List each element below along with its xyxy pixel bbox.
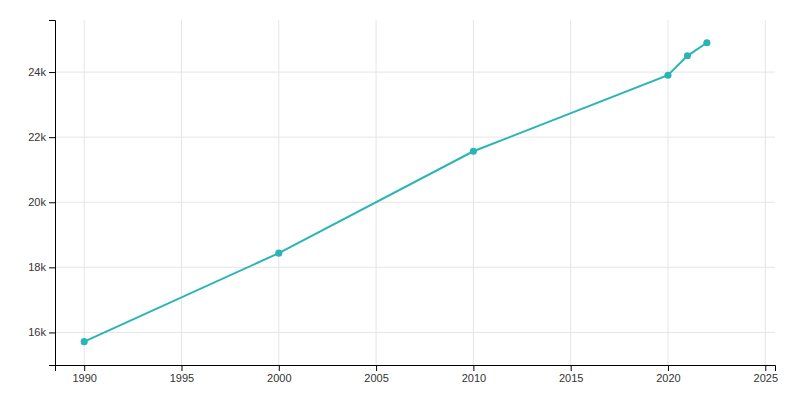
point [664, 72, 671, 79]
tick-label: 2005 [364, 372, 388, 384]
tick-label: 16k [28, 326, 46, 338]
tick: 22k [28, 131, 55, 143]
line [84, 43, 707, 342]
tick-mark [279, 365, 280, 371]
tick: 16k [28, 326, 55, 338]
tick: 2010 [462, 365, 486, 384]
tick-mark [181, 365, 182, 371]
tick: 2025 [754, 365, 778, 384]
tick-label: 1990 [72, 372, 96, 384]
tick-mark [376, 365, 377, 371]
tick-mark [668, 365, 669, 371]
grid [55, 20, 775, 365]
tick-label: 2020 [656, 372, 680, 384]
tick-label: 22k [28, 131, 46, 143]
tick-mark [49, 202, 55, 203]
tick-label: 2025 [754, 372, 778, 384]
tick: 20k [28, 196, 55, 208]
tick-mark [571, 365, 572, 371]
tick-label: 1995 [170, 372, 194, 384]
series [81, 39, 711, 345]
tick-mark [765, 365, 766, 371]
tick-mark [84, 365, 85, 371]
tick: 18k [28, 261, 55, 273]
tick-label: 18k [28, 261, 46, 273]
tick-mark [49, 332, 55, 333]
y-axis: 16k 18k 20k 22k 24k [28, 21, 55, 366]
tick-label: 2000 [267, 372, 291, 384]
grid-line [55, 267, 775, 268]
tick-label: 2015 [559, 372, 583, 384]
tick: 1990 [72, 365, 96, 384]
point [703, 39, 710, 46]
grid-line [55, 137, 775, 138]
tick-mark [49, 137, 55, 138]
tick-label: 24k [28, 66, 46, 78]
tick-mark [49, 267, 55, 268]
tick-mark [49, 72, 55, 73]
tick: 1995 [170, 365, 194, 384]
tick-mark [473, 365, 474, 371]
grid-line [55, 202, 775, 203]
grid-line [55, 332, 775, 333]
tick: 2015 [559, 365, 583, 384]
point [684, 52, 691, 59]
tick: 2020 [656, 365, 680, 384]
tick-label: 20k [28, 196, 46, 208]
plot: 1990 1995 2000 2005 2010 2015 2020 2025 16k 18k 20… [28, 20, 778, 384]
point [275, 250, 282, 257]
tick: 2005 [364, 365, 388, 384]
tick-label: 2010 [462, 372, 486, 384]
tick: 2000 [267, 365, 291, 384]
point [81, 338, 88, 345]
axis-line [49, 21, 56, 366]
x-axis: 1990 1995 2000 2005 2010 2015 2020 2025 [56, 365, 779, 384]
chart: 1990 1995 2000 2005 2010 2015 2020 2025 16k 18k 20… [0, 0, 800, 400]
tick: 24k [28, 66, 55, 78]
point [470, 148, 477, 155]
axis-line [56, 366, 776, 372]
